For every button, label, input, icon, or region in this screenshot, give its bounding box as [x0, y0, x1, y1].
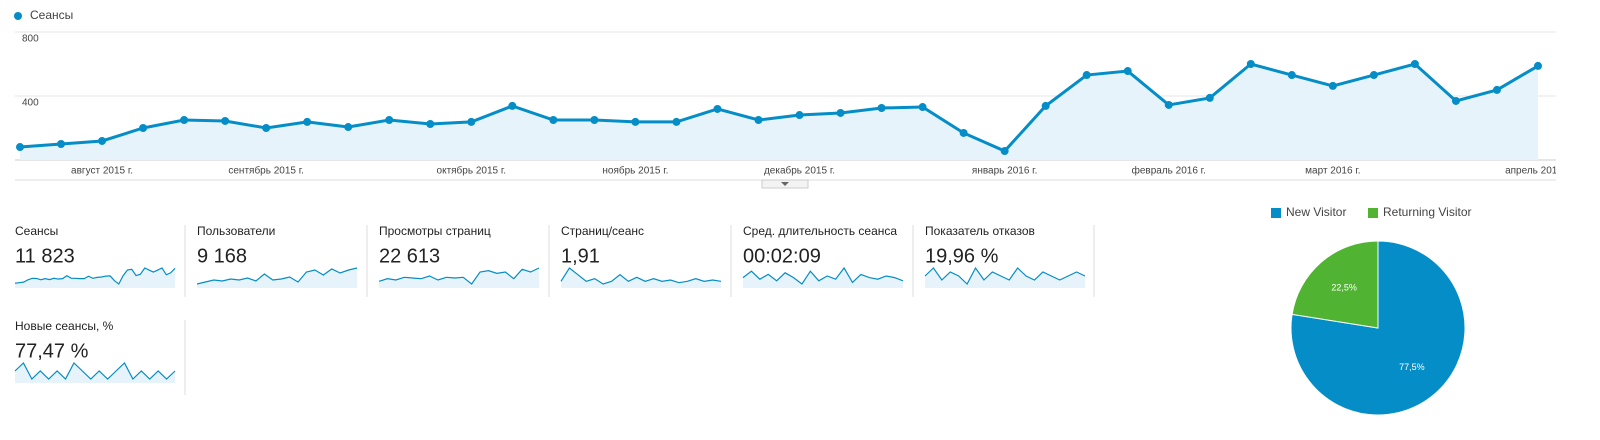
sparkline	[560, 267, 722, 285]
point	[385, 116, 394, 124]
point	[98, 136, 107, 145]
point	[754, 116, 763, 124]
sparkline	[14, 362, 176, 380]
point	[1328, 81, 1337, 90]
point	[1534, 61, 1542, 70]
legend-swatch	[1271, 208, 1281, 218]
legend-label: New Visitor	[1286, 205, 1346, 219]
point	[1123, 67, 1132, 76]
point	[508, 101, 517, 110]
point	[1492, 85, 1501, 94]
point	[631, 117, 640, 126]
metric-value: 22 613	[379, 245, 440, 267]
point	[344, 123, 353, 132]
point	[221, 116, 230, 125]
point	[303, 117, 312, 126]
sparkline-area	[743, 268, 903, 288]
point	[877, 104, 886, 112]
legend-label: Returning Visitor	[1383, 205, 1472, 219]
metric-label: Страниц/сеанс	[561, 224, 644, 238]
point	[795, 111, 804, 120]
sparkline	[14, 267, 176, 285]
metric-label: Сред. длительность сеанса	[743, 224, 897, 238]
separators	[184, 225, 1095, 395]
x-tick-label: декабрь 2015 г.	[764, 165, 835, 177]
metric-value: 19,96 %	[925, 245, 999, 267]
point	[467, 117, 476, 126]
x-tick-label: сентябрь 2015 г.	[228, 165, 304, 177]
x-tick-label: октябрь 2015 г.	[437, 165, 507, 177]
point	[262, 124, 271, 132]
sparkline	[196, 267, 358, 285]
point	[1246, 60, 1255, 68]
slice-label: 77,5%	[1399, 362, 1425, 372]
x-tick-label: февраль 2016 г.	[1132, 165, 1206, 177]
point	[139, 124, 148, 132]
point	[1041, 101, 1050, 110]
legend-label: Сеансы	[30, 8, 73, 22]
main-chart: 400 800 август 2015 г. сентябрь 2015 г. октя…	[15, 31, 1571, 177]
metric-label: Просмотры страниц	[379, 224, 491, 238]
sparkline	[378, 267, 540, 285]
y-tick-label: 800	[22, 34, 39, 45]
point	[672, 117, 681, 126]
collapse-arrow	[781, 182, 789, 186]
pie-slice	[1291, 240, 1379, 329]
metric-value: 9 168	[197, 245, 247, 267]
legend-swatch	[1368, 208, 1378, 218]
point	[1164, 100, 1173, 109]
x-tick-label: март 2016 г.	[1305, 166, 1360, 177]
point	[16, 143, 24, 152]
line	[19, 62, 1539, 153]
sparkline-area	[561, 268, 721, 288]
metric-value: 1,91	[561, 245, 600, 267]
area	[20, 64, 1538, 160]
point	[549, 116, 558, 124]
metric-value: 00:02:09	[743, 245, 821, 267]
sparkline	[742, 266, 904, 285]
sparkline-area	[15, 363, 175, 383]
slice-label: 22,5%	[1331, 283, 1357, 293]
point	[713, 104, 722, 113]
pie-slice	[1290, 240, 1466, 416]
x-tick-label: август 2015 г.	[71, 166, 133, 177]
x-tick-label: январь 2016 г.	[972, 166, 1037, 177]
point	[57, 140, 66, 148]
metric-value: 11 823	[15, 245, 75, 267]
x-tick-label: ноябрь 2015 г.	[602, 165, 668, 177]
metric-label: Пользователи	[197, 224, 275, 238]
point	[1000, 147, 1009, 156]
point	[836, 108, 845, 117]
point	[1287, 71, 1296, 80]
metric-label: Показатель отказов	[925, 224, 1035, 238]
sparkline	[924, 266, 1086, 285]
point	[590, 116, 599, 124]
point	[180, 116, 189, 124]
point	[1205, 93, 1214, 102]
point	[1369, 71, 1378, 80]
point	[959, 128, 968, 137]
y-tick-label: 400	[22, 98, 39, 109]
point	[426, 120, 435, 128]
point	[918, 103, 927, 112]
point	[1410, 60, 1419, 68]
metric-label: Новые сеансы, %	[15, 319, 114, 333]
metric-value: 77,47 %	[15, 340, 89, 362]
x-tick-label: апрель 2016 г.	[1505, 166, 1571, 177]
metric-label: Сеансы	[15, 224, 58, 238]
legend-dot	[14, 12, 22, 20]
sparkline-area	[197, 268, 357, 288]
point	[1082, 71, 1091, 80]
point	[1451, 96, 1460, 105]
